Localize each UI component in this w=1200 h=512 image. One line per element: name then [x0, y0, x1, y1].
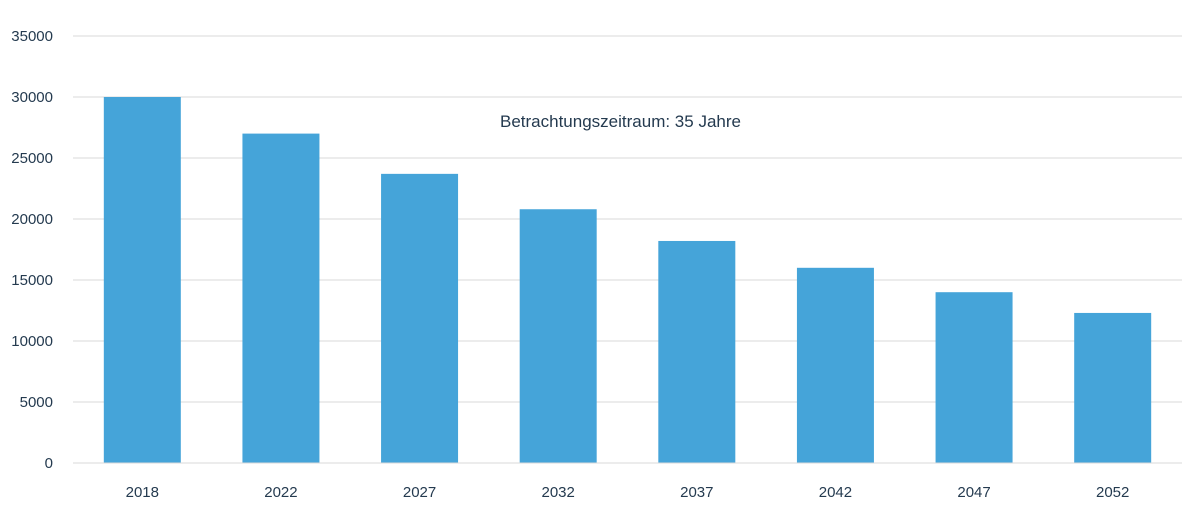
bar-2047 — [935, 292, 1013, 463]
x-tick-label: 2037 — [680, 484, 713, 501]
x-tick-label: 2027 — [403, 484, 436, 501]
chart-annotation: Betrachtungszeitraum: 35 Jahre — [500, 112, 741, 131]
x-tick-label: 2018 — [126, 484, 159, 501]
y-tick-label: 20000 — [11, 211, 53, 228]
bar-2037 — [658, 240, 736, 463]
y-tick-label: 0 — [45, 455, 53, 472]
bar-2052 — [1074, 312, 1152, 463]
bar-2027 — [381, 173, 459, 464]
y-tick-label: 10000 — [11, 333, 53, 350]
x-tick-label: 2032 — [542, 484, 575, 501]
y-tick-label: 35000 — [11, 28, 53, 45]
y-tick-label: 25000 — [11, 150, 53, 167]
bar-2042 — [796, 267, 874, 463]
y-axis-tick-labels: 0 5000 10000 15000 20000 25000 30000 35000 — [11, 28, 53, 472]
bar-2022 — [242, 133, 320, 463]
x-tick-label: 2022 — [264, 484, 297, 501]
y-tick-label: 30000 — [11, 89, 53, 106]
y-tick-label: 5000 — [20, 394, 53, 411]
gridlines — [73, 35, 1182, 403]
x-axis-tick-labels: 2018 2022 2027 2032 2037 2042 2047 2052 — [126, 484, 1130, 501]
x-tick-label: 2042 — [819, 484, 852, 501]
x-tick-label: 2052 — [1096, 484, 1129, 501]
bar-2018 — [103, 97, 181, 463]
bar-2032 — [519, 209, 597, 463]
y-tick-label: 15000 — [11, 272, 53, 289]
x-tick-label: 2047 — [957, 484, 990, 501]
bars — [103, 97, 1152, 464]
